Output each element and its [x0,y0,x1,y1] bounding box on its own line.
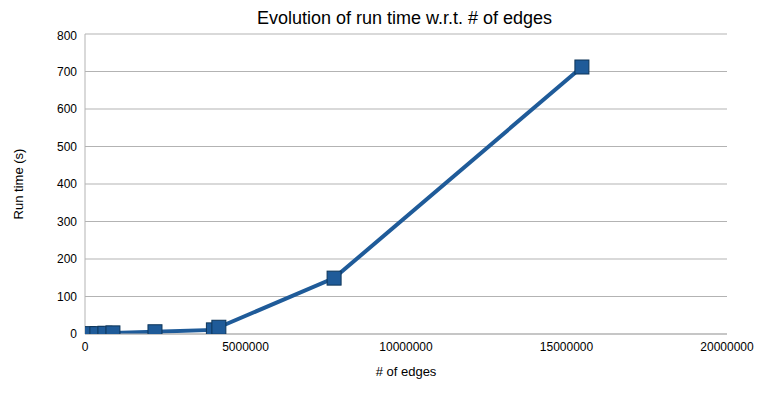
svg-text:0: 0 [70,327,77,341]
svg-text:700: 700 [57,65,77,79]
svg-text:300: 300 [57,215,77,229]
svg-text:20000000: 20000000 [700,340,754,354]
svg-text:800: 800 [57,29,77,43]
svg-text:Run time (s): Run time (s) [11,149,26,220]
svg-text:5000000: 5000000 [222,340,269,354]
svg-text:100: 100 [57,290,77,304]
svg-text:600: 600 [57,102,77,116]
svg-text:0: 0 [82,340,89,354]
svg-text:200: 200 [57,252,77,266]
svg-text:15000000: 15000000 [540,340,594,354]
svg-text:400: 400 [57,177,77,191]
html-text:Evolution of run time w.r.t. #: Evolution of run time w.r.t. # of edges [256,8,553,28]
svg-text:# of edges: # of edges [376,364,437,379]
svg-text:500: 500 [57,140,77,154]
svg-text:10000000: 10000000 [379,340,433,354]
